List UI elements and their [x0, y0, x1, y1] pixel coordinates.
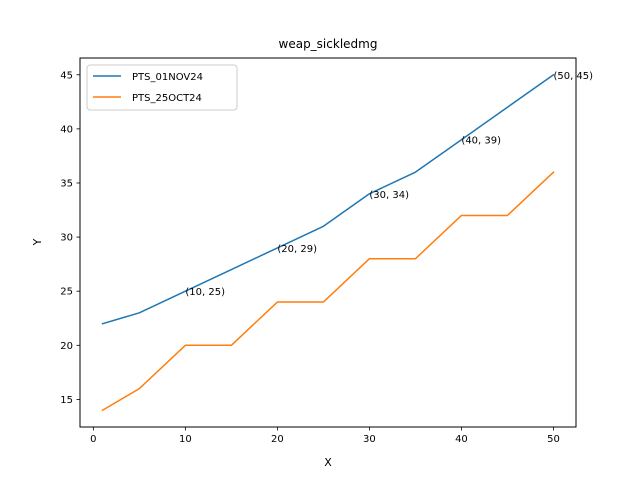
y-tick-label: 35 [60, 178, 73, 189]
x-tick-label: 40 [455, 434, 468, 445]
plot-area: 0 10 20 30 40 50 15 20 25 30 35 40 45 (10, 25) (20, 29… [60, 70, 593, 445]
series-line-pts-25oct24 [101, 171, 555, 412]
x-tick-label: 30 [363, 434, 376, 445]
y-tick-label: 25 [60, 287, 73, 298]
axes-frame [79, 57, 577, 428]
data-annotation: (50, 45) [553, 71, 593, 82]
x-tick-label: 0 [90, 434, 96, 445]
x-tick-label: 10 [179, 434, 192, 445]
legend-box [86, 64, 238, 111]
y-axis-label: Y [31, 238, 44, 246]
chart-title: weap_sickledmg [279, 37, 378, 51]
legend-label: PTS_25OCT24 [132, 93, 202, 104]
x-tick-label: 20 [271, 434, 284, 445]
y-tick-label: 30 [60, 233, 73, 244]
data-annotation: (40, 39) [461, 136, 501, 147]
series-line-pts-01nov24 [101, 73, 555, 325]
y-tick-label: 45 [60, 70, 73, 81]
data-annotation: (20, 29) [277, 244, 317, 255]
data-annotation: (10, 25) [185, 287, 225, 298]
data-annotation: (30, 34) [369, 190, 409, 201]
legend: PTS_01NOV24 PTS_25OCT24 [86, 64, 238, 111]
x-tick-label: 50 [547, 434, 560, 445]
y-tick-label: 20 [60, 341, 73, 352]
x-axis-label: X [324, 456, 332, 469]
legend-label: PTS_01NOV24 [132, 72, 203, 83]
y-tick-label: 15 [60, 395, 73, 406]
y-tick-label: 40 [60, 124, 73, 135]
